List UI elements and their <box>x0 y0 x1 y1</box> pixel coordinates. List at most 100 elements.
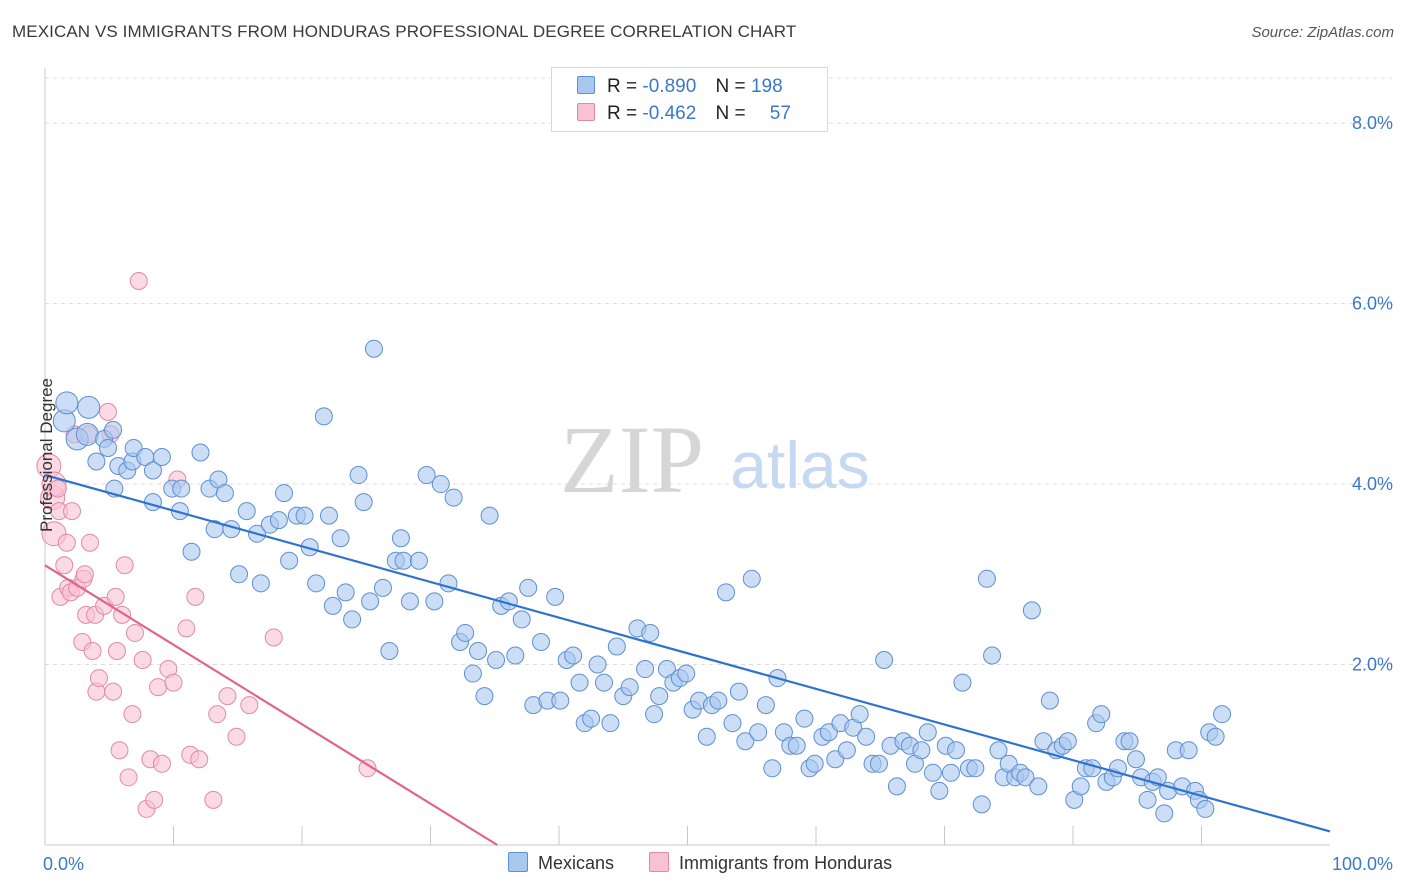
mexicans-point <box>55 391 79 415</box>
mexicans-point <box>795 709 814 728</box>
series-honduras-points <box>36 272 377 818</box>
y-axis-title: Professional Degree <box>37 377 57 533</box>
mexicans-point <box>394 551 413 570</box>
mexicans-point <box>717 583 736 602</box>
honduras-point <box>115 556 134 575</box>
honduras-point <box>80 533 99 552</box>
mexicans-point <box>98 438 117 457</box>
mexicans-point <box>570 673 589 692</box>
honduras-point <box>227 727 246 746</box>
mexicans-point <box>564 646 583 665</box>
mexicans-point <box>1022 601 1041 620</box>
mexicans-point <box>380 641 399 660</box>
mexicans-point <box>314 407 333 426</box>
mexicans-point <box>601 714 620 733</box>
honduras-point <box>123 705 142 724</box>
legend-item-honduras[interactable]: Immigrants from Honduras <box>649 852 892 874</box>
mexicans-point <box>475 687 494 706</box>
honduras-point <box>218 687 237 706</box>
honduras-point <box>55 556 74 575</box>
honduras-point <box>107 641 126 660</box>
mexicans-point <box>104 420 123 439</box>
mexicans-point <box>918 723 937 742</box>
mexicans-point <box>1138 790 1157 809</box>
mexicans-point <box>709 691 728 710</box>
mexicans-point <box>677 664 696 683</box>
honduras-point <box>125 623 144 642</box>
trend-lines <box>44 473 1331 846</box>
mexicans-point <box>1120 732 1139 751</box>
mexicans-point <box>425 592 444 611</box>
mexicans-point <box>977 569 996 588</box>
mexicans-point <box>1029 777 1048 796</box>
source-label: Source: ZipAtlas.com <box>1251 24 1394 41</box>
legend-swatch-honduras <box>577 103 595 121</box>
honduras-point <box>98 402 117 421</box>
mexicans-point <box>336 583 355 602</box>
mexicans-point <box>989 741 1008 760</box>
mexicans-point <box>431 475 450 494</box>
legend-row-mexicans: R = -0.890 N = 198 <box>577 76 783 98</box>
honduras-point <box>129 272 148 291</box>
mexicans-point <box>172 479 191 498</box>
mexicans-point <box>506 646 525 665</box>
honduras-point <box>106 587 125 606</box>
mexicans-point <box>805 754 824 773</box>
mexicans-point <box>237 502 256 521</box>
legend-r-value: -0.462 <box>642 103 697 124</box>
mexicans-point <box>1196 799 1215 818</box>
honduras-point <box>186 587 205 606</box>
mexicans-point <box>636 660 655 679</box>
mexicans-point <box>588 655 607 674</box>
honduras-trend-line <box>44 564 498 846</box>
watermark-atlas: atlas <box>730 428 869 502</box>
mexicans-point <box>723 714 742 733</box>
mexicans-point <box>215 484 234 503</box>
honduras-point <box>152 754 171 773</box>
legend-n-label: N = <box>715 103 746 124</box>
mexicans-point <box>641 623 660 642</box>
mexicans-point <box>1155 804 1174 823</box>
legend-label: Mexicans <box>538 853 615 873</box>
mexicans-point <box>875 651 894 670</box>
legend-label: Immigrants from Honduras <box>679 853 893 873</box>
mexicans-point <box>966 759 985 778</box>
mexicans-point <box>143 461 162 480</box>
legend-n-label: N = <box>715 76 746 97</box>
legend-item-mexicans[interactable]: Mexicans <box>508 852 614 874</box>
mexicans-point <box>546 587 565 606</box>
series-mexicans-points <box>52 339 1232 823</box>
mexicans-point <box>444 488 463 507</box>
mexicans-point <box>280 551 299 570</box>
x-tick-label: 0.0% <box>43 854 84 874</box>
honduras-point <box>264 628 283 647</box>
mexicans-point <box>736 732 755 751</box>
tick-labels: 2.0% 4.0% 6.0% 8.0% 0.0% 100.0% <box>43 113 1393 874</box>
mexicans-point <box>456 623 475 642</box>
stats-legend: R = -0.890 N = 198 R = -0.462 N = 57 <box>551 67 828 132</box>
mexicans-point <box>930 781 949 800</box>
legend-r-label: R = <box>607 103 638 124</box>
mexicans-point <box>787 736 806 755</box>
legend-swatch-mexicans <box>508 852 528 872</box>
mexicans-point <box>409 551 428 570</box>
mexicans-point <box>763 759 782 778</box>
mexicans-point <box>947 741 966 760</box>
honduras-point <box>62 502 81 521</box>
mexicans-point <box>645 705 664 724</box>
honduras-point <box>89 669 108 688</box>
honduras-point <box>145 790 164 809</box>
mexicans-point <box>487 651 506 670</box>
honduras-point <box>119 768 138 787</box>
legend-n-value: 198 <box>750 76 783 97</box>
mexicans-point <box>269 511 288 530</box>
mexicans-point <box>912 741 931 760</box>
mexicans-point <box>182 542 201 561</box>
mexicans-point <box>1016 768 1035 787</box>
series-legend: Mexicans Immigrants from Honduras <box>508 852 922 874</box>
mexicans-point <box>230 565 249 584</box>
mexicans-point <box>519 578 538 597</box>
mexicans-point <box>1179 741 1198 760</box>
honduras-point <box>48 479 67 498</box>
